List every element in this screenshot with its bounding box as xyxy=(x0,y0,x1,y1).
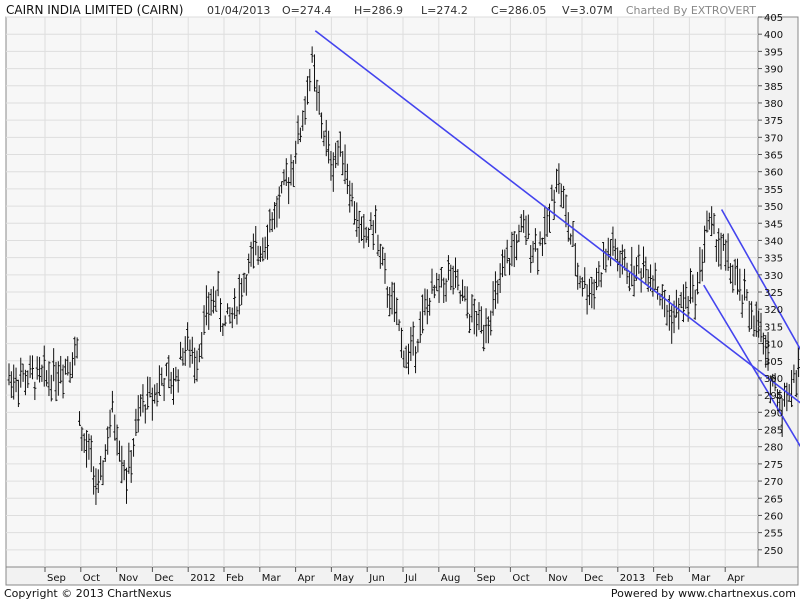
y-tick-label: 405 xyxy=(764,13,783,24)
x-tick-label: Nov xyxy=(119,573,139,584)
y-tick-label: 365 xyxy=(764,151,783,162)
y-tick-label: 325 xyxy=(764,288,783,299)
header-close: C=286.05 xyxy=(491,4,546,17)
header-date: 01/04/2013 xyxy=(207,4,270,17)
y-tick-label: 265 xyxy=(764,494,783,505)
y-tick-label: 380 xyxy=(764,99,783,110)
x-tick-label: Dec xyxy=(584,573,603,584)
x-tick-label: Dec xyxy=(154,573,173,584)
x-tick-label: Oct xyxy=(512,573,529,584)
x-tick-label: 2012 xyxy=(190,573,215,584)
y-tick-label: 335 xyxy=(764,254,783,265)
y-tick-label: 355 xyxy=(764,185,783,196)
y-tick-label: 250 xyxy=(764,546,783,557)
x-tick-label: Jun xyxy=(368,573,385,584)
x-tick-label: Nov xyxy=(548,573,568,584)
y-tick-label: 390 xyxy=(764,65,783,76)
x-tick-label: Aug xyxy=(441,573,461,584)
x-tick-label: Mar xyxy=(691,573,711,584)
chart-title: CAIRN INDIA LIMITED (CAIRN) xyxy=(6,3,183,17)
y-tick-label: 275 xyxy=(764,460,783,471)
y-tick-label: 300 xyxy=(764,374,783,385)
y-tick-label: 270 xyxy=(764,477,783,488)
y-tick-label: 285 xyxy=(764,426,783,437)
x-tick-label: Sep xyxy=(47,573,66,584)
header-volume: V=3.07M xyxy=(562,4,613,17)
y-tick-label: 330 xyxy=(764,271,783,282)
x-tick-label: Mar xyxy=(262,573,282,584)
y-tick-label: 255 xyxy=(764,529,783,540)
header-low: L=274.2 xyxy=(421,4,468,17)
y-tick-label: 320 xyxy=(764,305,783,316)
footer-copyright: Copyright © 2013 ChartNexus xyxy=(4,587,172,600)
x-tick-label: Apr xyxy=(298,573,316,584)
y-tick-label: 315 xyxy=(764,322,783,333)
header-credit: Charted By EXTROVERT xyxy=(626,4,756,17)
y-tick-label: 395 xyxy=(764,47,783,58)
y-tick-label: 280 xyxy=(764,443,783,454)
x-tick-label: Jul xyxy=(404,573,417,584)
y-tick-label: 350 xyxy=(764,202,783,213)
y-tick-label: 345 xyxy=(764,219,783,230)
x-tick-label: May xyxy=(333,573,354,584)
header-open: O=274.4 xyxy=(282,4,331,17)
y-tick-label: 370 xyxy=(764,133,783,144)
x-tick-label: Feb xyxy=(656,573,674,584)
y-tick-label: 290 xyxy=(764,408,783,419)
x-tick-label: Oct xyxy=(83,573,100,584)
y-tick-label: 400 xyxy=(764,30,783,41)
x-tick-label: Feb xyxy=(226,573,244,584)
x-tick-label: Sep xyxy=(477,573,496,584)
x-tick-label: Apr xyxy=(727,573,745,584)
y-tick-label: 295 xyxy=(764,391,783,402)
footer-powered: Powered by www.chartnexus.com xyxy=(611,587,796,600)
y-tick-label: 385 xyxy=(764,82,783,93)
y-tick-label: 305 xyxy=(764,357,783,368)
y-tick-label: 340 xyxy=(764,236,783,247)
y-tick-label: 375 xyxy=(764,116,783,127)
y-tick-label: 260 xyxy=(764,511,783,522)
header-high: H=286.9 xyxy=(354,4,403,17)
y-tick-label: 360 xyxy=(764,168,783,179)
x-tick-label: 2013 xyxy=(620,573,645,584)
y-tick-label: 310 xyxy=(764,340,783,351)
